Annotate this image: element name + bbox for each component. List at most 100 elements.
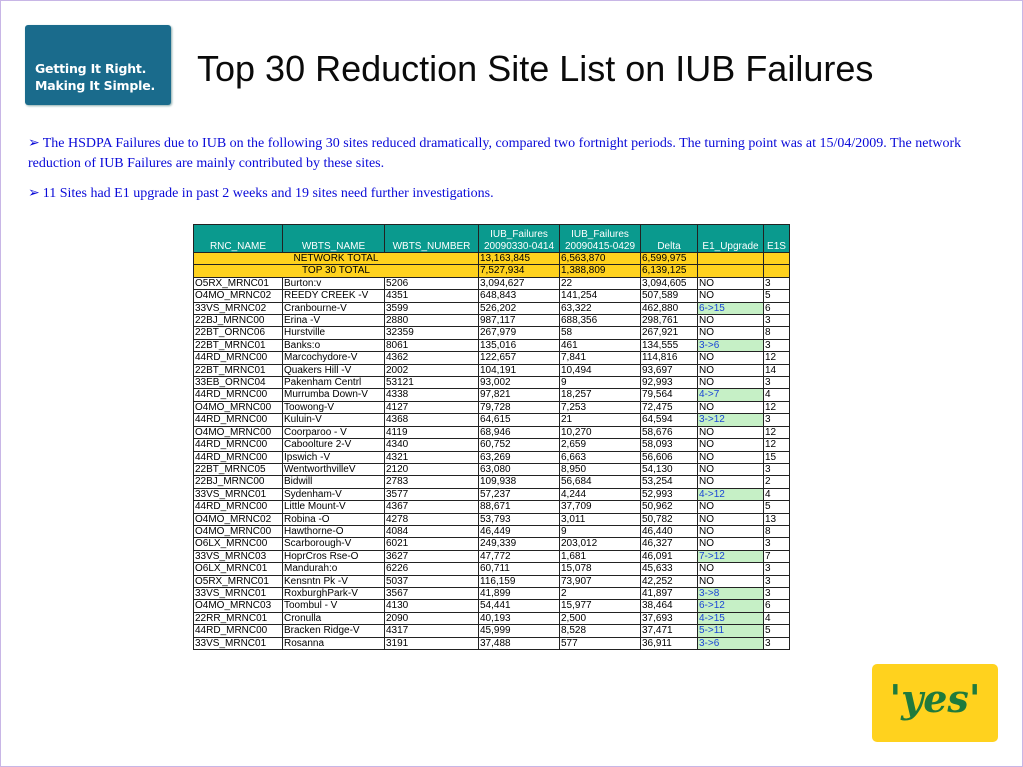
- failures-before-cell: 135,016: [478, 338, 560, 353]
- failures-after-cell: 15,078: [559, 562, 641, 576]
- logo-line-1: Getting It Right.: [35, 61, 147, 76]
- failures-before-cell: 109,938: [478, 475, 560, 489]
- yes-brand-logo: 'yes': [872, 664, 998, 742]
- wbts-number-cell: 3191: [384, 636, 479, 651]
- rnc-name-cell: 44RD_MRNC00: [193, 438, 283, 452]
- failures-before-cell: 122,657: [478, 351, 560, 365]
- wbts-name-cell: Kuluin-V: [282, 413, 385, 427]
- rnc-name-cell: 44RD_MRNC00: [193, 413, 283, 427]
- e1-upgrade-cell: NO: [697, 363, 764, 378]
- failures-before-cell: 987,117: [478, 314, 560, 328]
- table-row: 33VS_MRNC01 Sydenham-V 3577 57,237 4,244 52,9…: [193, 487, 790, 502]
- wbts-number-cell: 4127: [384, 400, 479, 415]
- paragraph-text-2: 11 Sites had E1 upgrade in past 2 weeks …: [42, 186, 494, 201]
- e1s-cell: 15: [763, 450, 790, 464]
- rnc-name-cell: O4MO_MRNC00: [193, 425, 283, 440]
- e1s-cell: 7: [763, 549, 790, 564]
- rnc-name-cell: 44RD_MRNC00: [193, 351, 283, 365]
- arrow-bullet-icon: ➢: [28, 136, 40, 151]
- e1s-cell: 4: [763, 487, 790, 502]
- table-row: 44RD_MRNC00 Caboolture 2-V 4340 60,752 2,659…: [193, 438, 790, 452]
- e1s-cell: 3: [763, 574, 790, 588]
- failures-before-cell: 47,772: [478, 549, 560, 564]
- failures-after-cell: 10,494: [559, 363, 641, 378]
- e1s-cell: 4: [763, 388, 790, 402]
- delta-cell: 38,464: [640, 599, 698, 613]
- wbts-name-cell: Cranbourne-V: [282, 301, 385, 316]
- bullet-paragraph-2: ➢ 11 Sites had E1 upgrade in past 2 weeks…: [28, 184, 988, 204]
- rnc-name-cell: 22BJ_MRNC00: [193, 314, 283, 328]
- total-before-cell: 7,527,934: [478, 264, 560, 278]
- wbts-number-cell: 4317: [384, 624, 479, 638]
- wbts-number-cell: 8061: [384, 338, 479, 353]
- e1s-cell: 12: [763, 425, 790, 440]
- rnc-name-cell: 22BT_MRNC01: [193, 363, 283, 378]
- rnc-name-cell: 44RD_MRNC00: [193, 624, 283, 638]
- total-after-cell: 1,388,809: [559, 264, 641, 278]
- failures-before-cell: 79,728: [478, 400, 560, 415]
- e1-upgrade-cell: 5->11: [697, 624, 764, 638]
- e1-upgrade-cell: NO: [697, 314, 764, 328]
- wbts-number-cell: 4084: [384, 524, 479, 539]
- column-header-text: IUB_Failures: [490, 229, 548, 241]
- column-header: RNC_NAME: [193, 224, 283, 253]
- delta-cell: 54,130: [640, 462, 698, 477]
- total-row: TOP 30 TOTAL 7,527,934 1,388,809 6,139,125: [193, 264, 790, 278]
- delta-cell: 58,676: [640, 425, 698, 440]
- rnc-name-cell: 22BT_ORNC06: [193, 326, 283, 340]
- table-row: 44RD_MRNC00 Marcochydore-V 4362 122,657 7,84…: [193, 351, 790, 365]
- table-row: 22BT_MRNC01 Banks:o 8061 135,016 461 134,555 3…: [193, 338, 790, 353]
- failures-before-cell: 63,269: [478, 450, 560, 464]
- rnc-name-cell: O6LX_MRNC01: [193, 562, 283, 576]
- rnc-name-cell: 33VS_MRNC02: [193, 301, 283, 316]
- failures-after-cell: 3,011: [559, 512, 641, 526]
- rnc-name-cell: O5RX_MRNC01: [193, 574, 283, 588]
- failures-before-cell: 97,821: [478, 388, 560, 402]
- wbts-name-cell: Toombul - V: [282, 599, 385, 613]
- table-row: 33VS_MRNC03 HoprCros Rse-O 3627 47,772 1,681…: [193, 549, 790, 564]
- table-row: O6LX_MRNC00 Scarborough-V 6021 249,339 203,0…: [193, 537, 790, 551]
- failures-before-cell: 88,671: [478, 500, 560, 514]
- delta-cell: 93,697: [640, 363, 698, 378]
- delta-cell: 41,897: [640, 586, 698, 601]
- wbts-number-cell: 3567: [384, 586, 479, 601]
- failures-after-cell: 2,500: [559, 611, 641, 626]
- column-header-text: RNC_NAME: [209, 240, 267, 252]
- rnc-name-cell: 33VS_MRNC01: [193, 586, 283, 601]
- site-list-table: RNC_NAME WBTS_NAME WBTS_NUMBER IUB_Failures…: [193, 224, 790, 651]
- rnc-name-cell: O4MO_MRNC00: [193, 524, 283, 539]
- wbts-number-cell: 5037: [384, 574, 479, 588]
- total-row: NETWORK TOTAL 13,163,845 6,563,870 6,599,97…: [193, 251, 790, 266]
- delta-cell: 46,440: [640, 524, 698, 539]
- e1s-cell: 4: [763, 611, 790, 626]
- e1s-cell: 3: [763, 636, 790, 651]
- total-label-cell: TOP 30 TOTAL: [193, 264, 479, 278]
- delta-cell: 50,782: [640, 512, 698, 526]
- failures-before-cell: 37,488: [478, 636, 560, 651]
- table-row: O4MO_MRNC00 Toowong-V 4127 79,728 7,253 72,47…: [193, 400, 790, 415]
- failures-after-cell: 2,659: [559, 438, 641, 452]
- table-row: 44RD_MRNC00 Murrumba Down-V 4338 97,821 18,2…: [193, 388, 790, 402]
- table-row: 44RD_MRNC00 Ipswich -V 4321 63,269 6,663 56,6…: [193, 450, 790, 464]
- table-row: 44RD_MRNC00 Kuluin-V 4368 64,615 21 64,594 3->…: [193, 413, 790, 427]
- e1-upgrade-cell: NO: [697, 462, 764, 477]
- failures-after-cell: 10,270: [559, 425, 641, 440]
- delta-cell: 114,816: [640, 351, 698, 365]
- e1s-cell: 5: [763, 289, 790, 303]
- wbts-name-cell: Banks:o: [282, 338, 385, 353]
- failures-after-cell: 688,356: [559, 314, 641, 328]
- table-row: O5RX_MRNC01 Burton:v 5206 3,094,627 22 3,094,…: [193, 276, 790, 291]
- e1-upgrade-cell: 3->6: [697, 636, 764, 651]
- delta-cell: 50,962: [640, 500, 698, 514]
- wbts-name-cell: HoprCros Rse-O: [282, 549, 385, 564]
- e1-upgrade-cell: NO: [697, 425, 764, 440]
- e1-upgrade-cell: NO: [697, 351, 764, 365]
- failures-after-cell: 7,841: [559, 351, 641, 365]
- e1s-cell: 5: [763, 500, 790, 514]
- total-label-cell: NETWORK TOTAL: [193, 251, 479, 266]
- rnc-name-cell: O4MO_MRNC03: [193, 599, 283, 613]
- rnc-name-cell: 22BT_MRNC01: [193, 338, 283, 353]
- failures-before-cell: 104,191: [478, 363, 560, 378]
- failures-after-cell: 21: [559, 413, 641, 427]
- wbts-number-cell: 32359: [384, 326, 479, 340]
